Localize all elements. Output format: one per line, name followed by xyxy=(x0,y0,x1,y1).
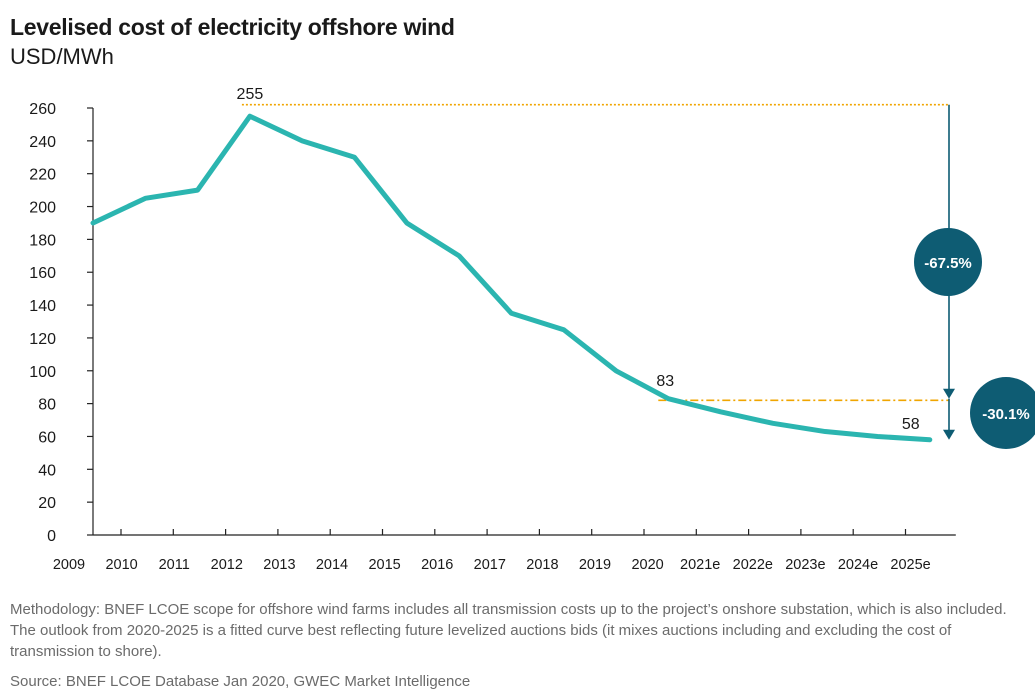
x-tick-label: 2012 xyxy=(211,557,243,573)
x-tick-label: 2025e xyxy=(890,557,930,573)
series-line xyxy=(90,113,933,443)
x-tick-label: 2016 xyxy=(421,557,453,573)
change-badge-2-label: -30.1% xyxy=(982,406,1030,423)
y-tick-label: 180 xyxy=(29,232,56,249)
x-tick-label: 2018 xyxy=(526,557,558,573)
data-label-2025: 58 xyxy=(902,416,920,433)
y-axis-unit-label: USD/MWh xyxy=(10,44,114,69)
x-tick-label: 2019 xyxy=(579,557,611,573)
y-tick-label: 220 xyxy=(29,167,56,184)
y-tick-label: 20 xyxy=(38,495,56,512)
x-tick-label: 2021e xyxy=(680,557,720,573)
chart-title: Levelised cost of electricity offshore w… xyxy=(10,14,455,40)
y-tick-label: 140 xyxy=(29,298,56,315)
x-tick-label: 2024e xyxy=(838,557,878,573)
y-tick-label: 120 xyxy=(29,331,56,348)
y-tick-label: 60 xyxy=(38,429,56,446)
x-tick-label: 2020 xyxy=(631,557,663,573)
x-tick-label: 2014 xyxy=(316,557,348,573)
arrow-head-2 xyxy=(943,429,955,440)
x-tick-label: 2015 xyxy=(368,557,400,573)
methodology-note: Methodology: BNEF LCOE scope for offshor… xyxy=(10,601,1007,660)
y-tick-label: 0 xyxy=(47,528,56,545)
change-badge-1 xyxy=(914,228,982,296)
y-tick-label: 160 xyxy=(29,265,56,282)
y-tick-label: 100 xyxy=(29,364,56,381)
x-tick-label: 2023e xyxy=(785,557,825,573)
change-badge-2 xyxy=(970,377,1035,449)
x-tick-label: 2011 xyxy=(159,557,190,573)
data-label-2020: 83 xyxy=(656,373,674,390)
y-tick-label: 40 xyxy=(38,462,56,479)
line-chart: 0 20 40 60 80 100 120 140 160 180 200 220 240 260 2009… xyxy=(29,86,1035,573)
y-tick-label: 240 xyxy=(29,134,56,151)
x-tick-label: 2013 xyxy=(263,557,295,573)
change-badge-1-label: -67.5% xyxy=(924,255,972,272)
x-tick-label: 2010 xyxy=(105,557,137,573)
y-tick-label: 260 xyxy=(29,101,56,118)
x-tick-label: 2017 xyxy=(474,557,506,573)
x-tick-label: 2022e xyxy=(733,557,773,573)
x-tick-label: 2009 xyxy=(53,557,85,573)
data-label-peak: 255 xyxy=(237,86,264,103)
source-note: Source: BNEF LCOE Database Jan 2020, GWE… xyxy=(10,673,471,690)
y-tick-label: 80 xyxy=(38,397,56,414)
y-tick-label: 200 xyxy=(29,200,56,217)
arrow-head-1 xyxy=(943,388,955,399)
